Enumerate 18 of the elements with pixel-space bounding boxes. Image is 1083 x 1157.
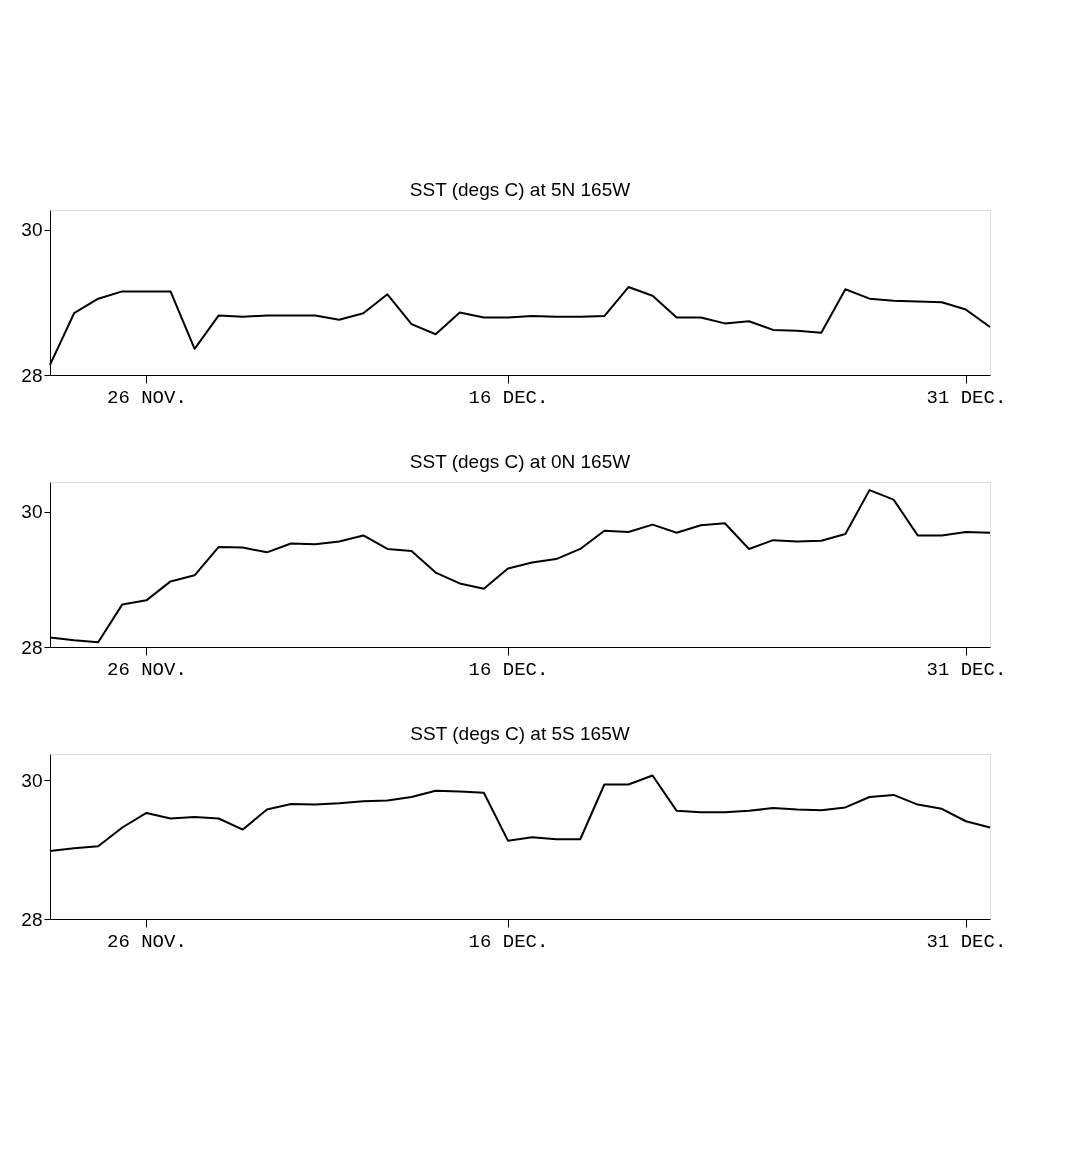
y-tick-label: 28: [21, 908, 43, 930]
x-tick-label: 31 DEC.: [926, 930, 1007, 953]
chart-title: SST (degs C) at 5N 165W: [409, 179, 631, 200]
x-tick-label: 16 DEC.: [468, 930, 549, 953]
y-tick-label: 30: [21, 501, 43, 523]
y-tick-label: 28: [21, 636, 43, 658]
x-tick-label: 16 DEC.: [468, 386, 549, 409]
chart-title: SST (degs C) at 0N 165W: [409, 451, 631, 472]
y-tick-label: 28: [21, 364, 43, 386]
x-tick-label: 31 DEC.: [926, 658, 1007, 681]
x-tick-label: 16 DEC.: [468, 658, 549, 681]
x-tick-label: 26 NOV.: [107, 386, 187, 409]
x-tick-label: 26 NOV.: [107, 658, 187, 681]
y-tick-label: 30: [21, 219, 43, 241]
x-tick-label: 31 DEC.: [926, 386, 1007, 409]
chart-title: SST (degs C) at 5S 165W: [410, 723, 630, 744]
x-tick-label: 26 NOV.: [107, 930, 187, 953]
y-tick-label: 30: [21, 769, 43, 791]
